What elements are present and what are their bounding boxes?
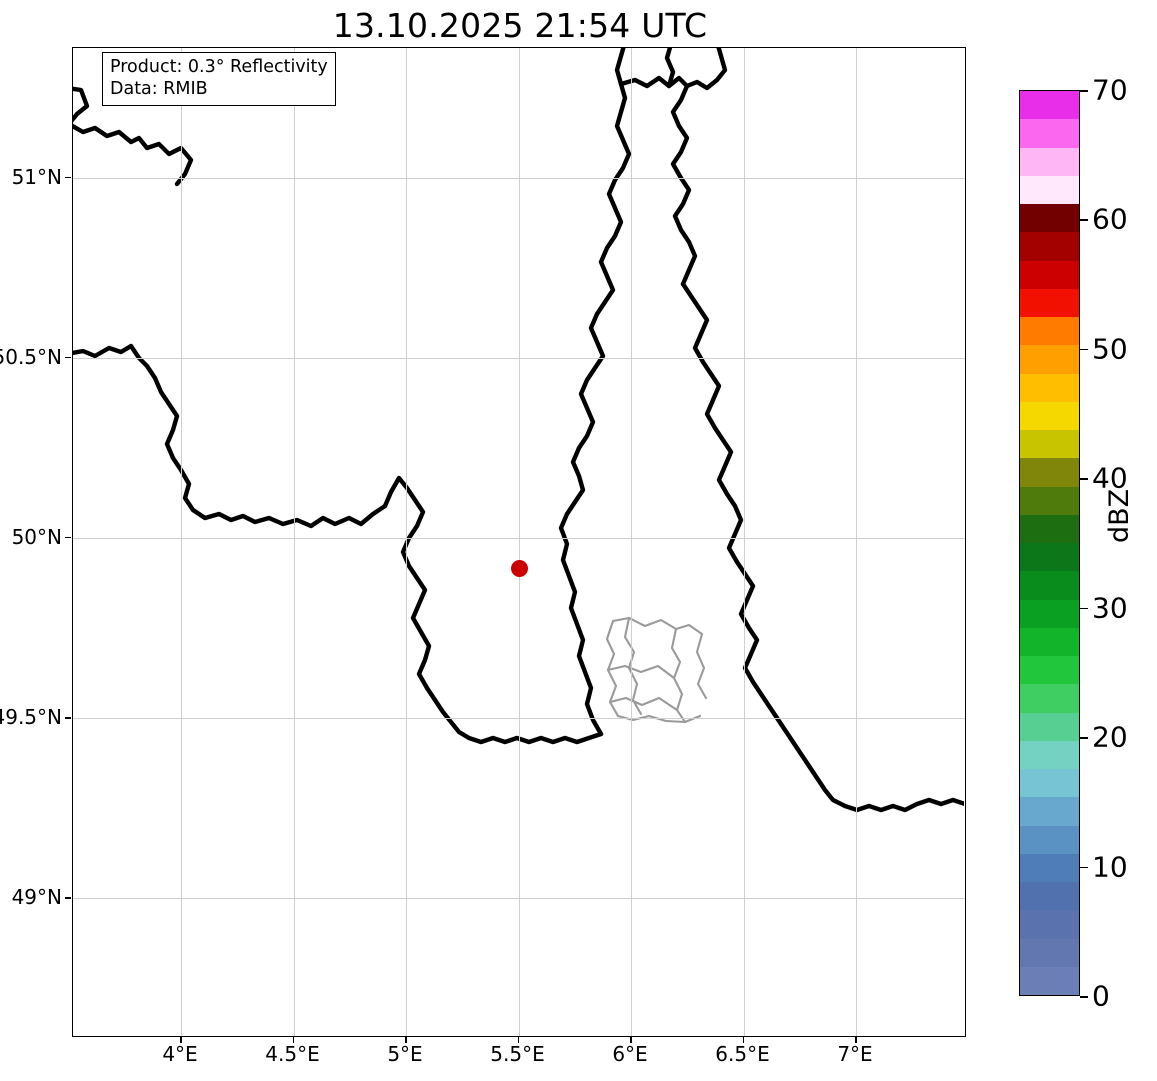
y-axis-tick-label: 49°N xyxy=(11,885,62,910)
colorbar-band xyxy=(1020,825,1079,854)
x-axis-tick-mark xyxy=(517,1037,520,1043)
y-axis-tick-mark xyxy=(65,717,71,719)
x-axis-tick-mark xyxy=(855,1037,857,1043)
colorbar-band xyxy=(1020,599,1079,628)
colorbar-band xyxy=(1020,119,1079,148)
colorbar-band xyxy=(1020,288,1079,317)
colorbar-band xyxy=(1020,317,1079,346)
y-axis-tick-label: 50.5°N xyxy=(0,344,62,369)
colorbar-tick-label: 20 xyxy=(1092,720,1128,754)
colorbar-gradient xyxy=(1019,90,1080,996)
x-axis-tick-label: 5°E xyxy=(387,1042,423,1066)
colorbar-band xyxy=(1020,966,1079,995)
x-axis-tick-mark xyxy=(405,1037,407,1043)
y-axis: 51°N 50.5°N 50°N 49.5°N 49°N xyxy=(0,47,62,1037)
colorbar-band xyxy=(1020,514,1079,543)
x-axis-tick-mark xyxy=(292,1037,295,1043)
map-clip xyxy=(73,48,965,1036)
y-axis-tick-label: 49.5°N xyxy=(0,705,62,729)
map-borders-layer xyxy=(73,48,964,813)
x-axis-tick-label: 4°E xyxy=(162,1042,198,1066)
colorbar-band xyxy=(1020,656,1079,685)
colorbar-band xyxy=(1020,204,1079,233)
colorbar-band xyxy=(1020,345,1079,374)
colorbar-tick-label: 60 xyxy=(1092,202,1128,236)
x-axis-tick-label: 4.5°E xyxy=(265,1042,320,1066)
colorbar-band xyxy=(1020,797,1079,826)
colorbar-band xyxy=(1020,486,1079,515)
x-axis-tick-mark xyxy=(742,1037,745,1043)
y-axis-tick-mark xyxy=(65,536,71,539)
y-axis-tick-label: 50°N xyxy=(11,524,62,549)
region-border-path xyxy=(605,616,708,724)
colorbar-band xyxy=(1020,571,1079,600)
info-product-line: Product: 0.3° Reflectivity xyxy=(110,57,328,77)
colorbar-tick-label: 30 xyxy=(1092,591,1128,625)
colorbar-tick-label: 50 xyxy=(1092,332,1128,366)
colorbar-band xyxy=(1020,769,1079,798)
colorbar-band xyxy=(1020,458,1079,487)
colorbar-tick-mark xyxy=(1080,866,1088,869)
colorbar-band xyxy=(1020,712,1079,741)
radar-site-marker[interactable] xyxy=(511,560,529,578)
colorbar-band xyxy=(1020,910,1079,939)
colorbar-band xyxy=(1020,543,1079,572)
colorbar-band xyxy=(1020,260,1079,289)
colorbar-tick-label: 40 xyxy=(1092,461,1128,495)
colorbar-band xyxy=(1020,232,1079,261)
colorbar-tick-mark xyxy=(1080,348,1088,351)
info-box: Product: 0.3° Reflectivity Data: RMIB xyxy=(102,52,336,106)
x-axis-tick-label: 6°E xyxy=(612,1042,648,1066)
colorbar-tick-mark xyxy=(1080,996,1088,998)
colorbar-band xyxy=(1020,853,1079,882)
info-data-line: Data: RMIB xyxy=(110,79,208,100)
colorbar-band xyxy=(1020,430,1079,459)
colorbar-ticks: 0 10 20 30 40 50 60 70 xyxy=(1080,74,1157,1013)
colorbar-tick-label: 70 xyxy=(1092,73,1128,107)
colorbar-tick-mark xyxy=(1080,737,1088,739)
colorbar-band xyxy=(1020,401,1079,430)
x-axis-tick-label: 7°E xyxy=(837,1042,873,1066)
colorbar-band xyxy=(1020,740,1079,769)
radar-map-panel[interactable]: Product: 0.3° Reflectivity Data: RMIB xyxy=(72,47,966,1037)
colorbar-tick-mark xyxy=(1080,90,1088,92)
y-axis-tick-mark xyxy=(65,897,71,899)
colorbar-band xyxy=(1020,147,1079,176)
x-axis-tick-mark xyxy=(180,1037,182,1043)
colorbar-band xyxy=(1020,627,1079,656)
page-title: 13.10.2025 21:54 UTC xyxy=(332,6,708,45)
colorbar-band xyxy=(1020,684,1079,713)
x-axis-tick-label: 5.5°E xyxy=(490,1042,545,1066)
colorbar-tick-mark xyxy=(1080,478,1088,480)
colorbar-tick-mark xyxy=(1080,607,1088,610)
y-axis-tick-label: 51°N xyxy=(11,164,62,189)
x-axis-tick-label: 6.5°E xyxy=(715,1042,770,1066)
x-axis-tick-mark xyxy=(630,1037,632,1043)
colorbar-band xyxy=(1020,175,1079,204)
colorbar-tick-label: 0 xyxy=(1092,979,1110,1013)
colorbar-tick-label: 10 xyxy=(1092,850,1128,884)
colorbar-band xyxy=(1020,938,1079,967)
colorbar-tick-mark xyxy=(1080,219,1088,221)
y-axis-tick-mark xyxy=(65,176,71,179)
y-axis-tick-mark xyxy=(65,356,71,359)
colorbar-band xyxy=(1020,373,1079,402)
colorbar-band xyxy=(1020,882,1079,911)
x-axis: 4°E 4.5°E 5°E 5.5°E 6°E 6.5°E 7°E xyxy=(72,1042,966,1076)
country-border-path xyxy=(73,48,964,813)
colorbar-band xyxy=(1020,91,1079,120)
colorbar[interactable]: 0 10 20 30 40 50 60 70 xyxy=(1019,74,1128,1013)
